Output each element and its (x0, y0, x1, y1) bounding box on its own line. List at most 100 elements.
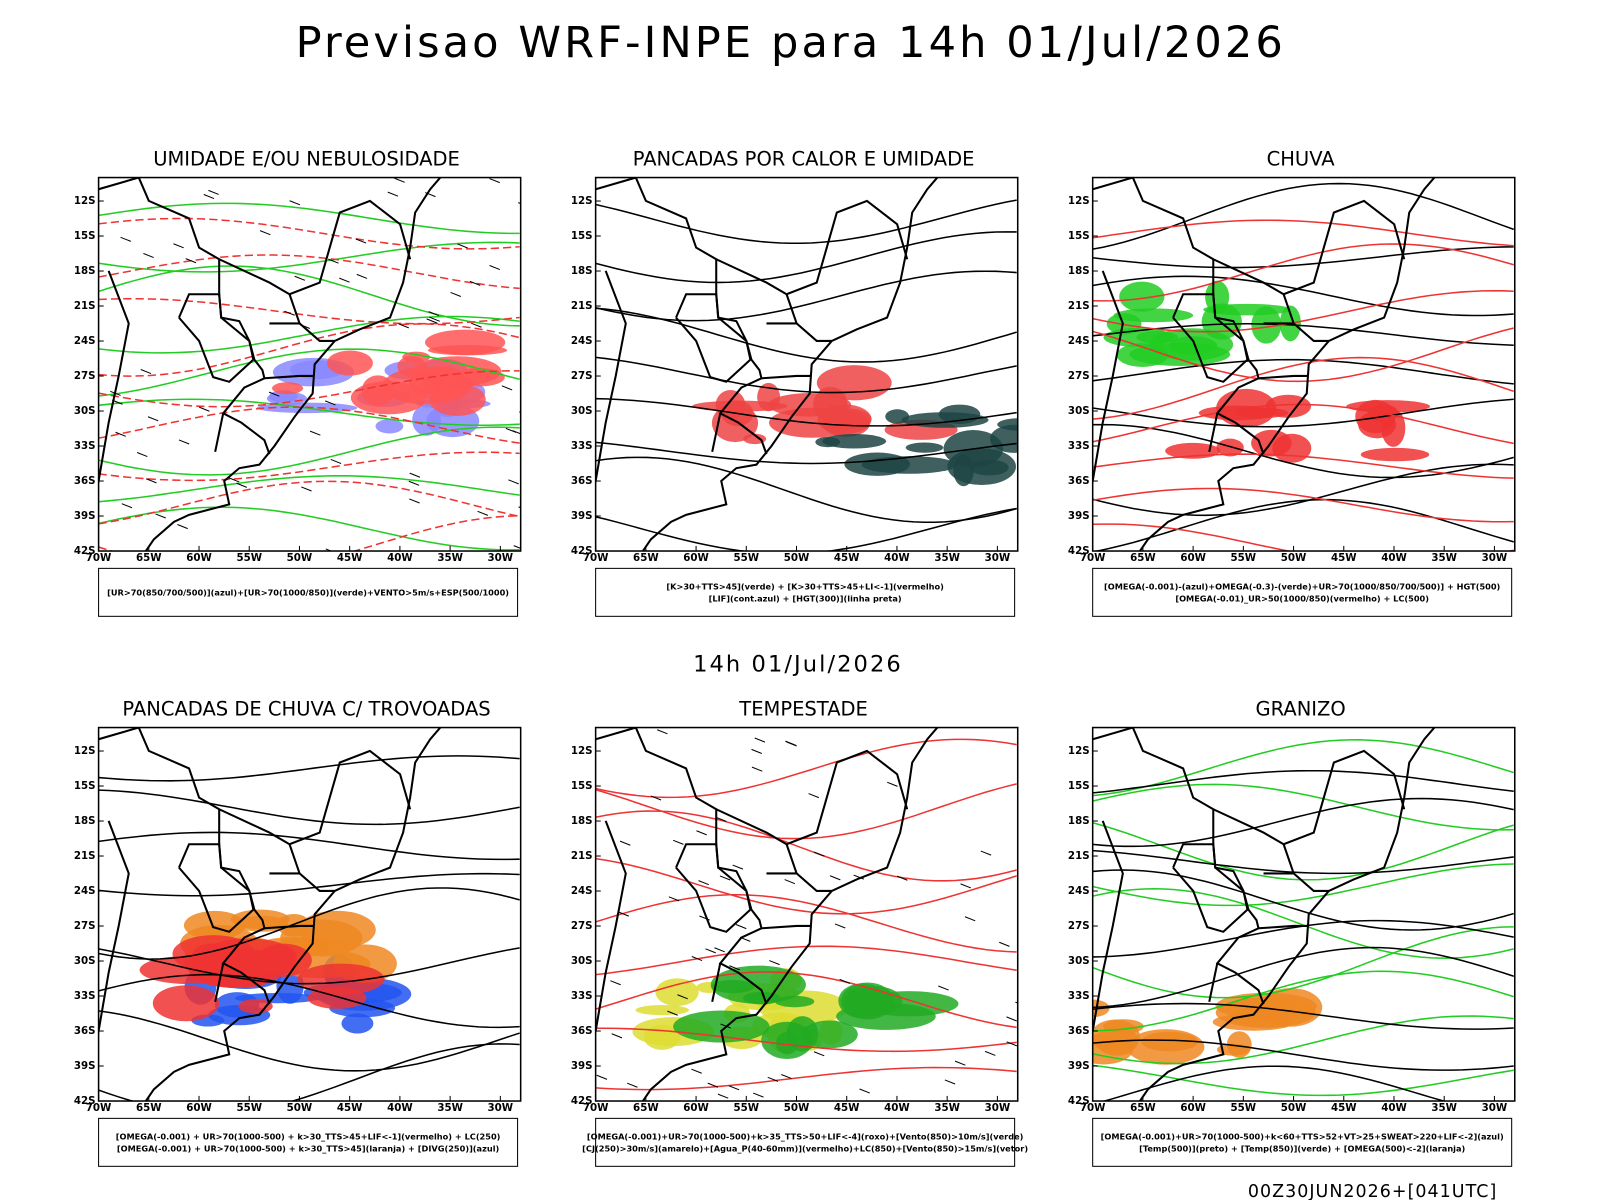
map-content (98, 177, 521, 552)
panel-title: TEMPESTADE (738, 697, 868, 720)
wind-vector (735, 924, 747, 930)
lat-label: 27S (74, 921, 96, 932)
contour-line (98, 398, 520, 426)
weather-area (822, 433, 887, 449)
wind-vector (657, 729, 668, 735)
wind-vector (785, 740, 796, 746)
panel-title: PANCADAS POR CALOR E UMIDADE (633, 147, 975, 170)
weather-area (905, 442, 944, 453)
wind-vector (673, 839, 684, 845)
lon-label: 30W (1482, 1103, 1508, 1114)
weather-area (375, 419, 404, 434)
wind-vector (853, 874, 865, 880)
weather-area (341, 1013, 374, 1034)
wind-vector (814, 851, 825, 857)
contour-line (1092, 783, 1514, 831)
wind-vector (394, 177, 405, 183)
contour-line (1092, 356, 1514, 420)
lat-label: 30S (571, 406, 593, 417)
border (214, 413, 225, 453)
lon-label: 45W (834, 1103, 860, 1114)
border (288, 843, 335, 892)
contour-line (98, 872, 520, 897)
wind-vector (960, 883, 972, 889)
contour-line (1092, 487, 1514, 523)
map-panel: CHUVA 12S 15S 18S 21S 24S 27S 30S 33S 36S 39S 42S70… (1068, 147, 1516, 617)
legend-box (1092, 567, 1513, 617)
lon-label: 50W (1281, 1103, 1307, 1114)
wind-vector (752, 1092, 764, 1098)
contour-line (595, 456, 1017, 524)
wind-vector (284, 310, 295, 316)
border (785, 843, 832, 892)
map-content (1092, 727, 1514, 1102)
weather-area (1126, 1029, 1205, 1065)
wind-vector (596, 1074, 608, 1080)
wind-vector (426, 318, 438, 324)
lon-label: 30W (985, 553, 1011, 564)
contour-line (1092, 970, 1514, 1032)
lon-label: 65W (136, 553, 162, 564)
lat-label: 42S (74, 1096, 96, 1107)
border (1212, 749, 1406, 846)
border (218, 749, 412, 846)
lon-label: 45W (337, 553, 363, 564)
wind-vector (698, 880, 709, 886)
lat-label: 33S (571, 991, 593, 1002)
wind-vector (714, 947, 725, 953)
contour-line (98, 254, 520, 290)
lat-label: 12S (1068, 196, 1090, 207)
wind-vector (668, 896, 680, 902)
map-content (595, 727, 1018, 1102)
wind-vector (508, 479, 519, 485)
wind-vector (408, 480, 420, 486)
weather-area (1092, 1019, 1140, 1054)
wind-vector (428, 311, 440, 317)
lon-label: 65W (633, 1103, 659, 1114)
lon-label: 50W (287, 553, 313, 564)
wind-vector (185, 258, 197, 264)
wind-vector (115, 431, 126, 437)
wind-vector (859, 1088, 871, 1094)
wind-vector (829, 875, 841, 881)
map-frame (1091, 726, 1516, 1102)
weather-area (1212, 1013, 1295, 1031)
lon-label: 70W (1080, 1103, 1106, 1114)
legend-text: [CJ(250)>30m/s](amarelo)+[Agua_P(40-60mm… (582, 1144, 1028, 1154)
map-panel: TEMPESTADE 12S 15S 18S 21S 24S 27S 30S 33S 36S 39S… (571, 697, 1028, 1167)
border (1208, 413, 1219, 453)
lon-label: 40W (1381, 553, 1407, 564)
lat-label: 36S (74, 476, 96, 487)
lon-label: 40W (387, 553, 413, 564)
border (214, 963, 225, 1003)
contour-line (98, 789, 520, 826)
weather-area (326, 350, 373, 376)
weather-area (816, 365, 892, 401)
contour-line (595, 231, 1017, 284)
weather-area (1168, 336, 1218, 355)
lat-label: 15S (74, 231, 96, 242)
wind-vector (751, 766, 763, 772)
lat-label: 27S (571, 921, 593, 932)
wind-vector (610, 980, 621, 986)
lon-label: 55W (733, 553, 759, 564)
border (1092, 270, 1124, 486)
lat-label: 21S (571, 301, 593, 312)
lat-label: 12S (74, 746, 96, 757)
lat-label: 36S (1068, 1026, 1090, 1037)
legend-text: [Temp(500)](preto) + [Temp(850)](verde) … (1139, 1144, 1465, 1154)
coastline (642, 727, 939, 1102)
contour-line (98, 451, 520, 482)
weather-area (382, 366, 472, 405)
wind-vector (471, 322, 482, 328)
contour-line (1092, 358, 1514, 385)
contour-line (595, 199, 1017, 245)
lat-label: 27S (1068, 371, 1090, 382)
wind-vector (145, 478, 157, 484)
weather-area (230, 909, 290, 930)
lat-label: 33S (1068, 991, 1090, 1002)
contour-line (1092, 1039, 1514, 1071)
legend-text: [OMEGA(-0.001) + UR>70(1000-500) + k>30_… (117, 1144, 500, 1154)
lon-label: 70W (1080, 553, 1106, 564)
border (675, 293, 752, 383)
